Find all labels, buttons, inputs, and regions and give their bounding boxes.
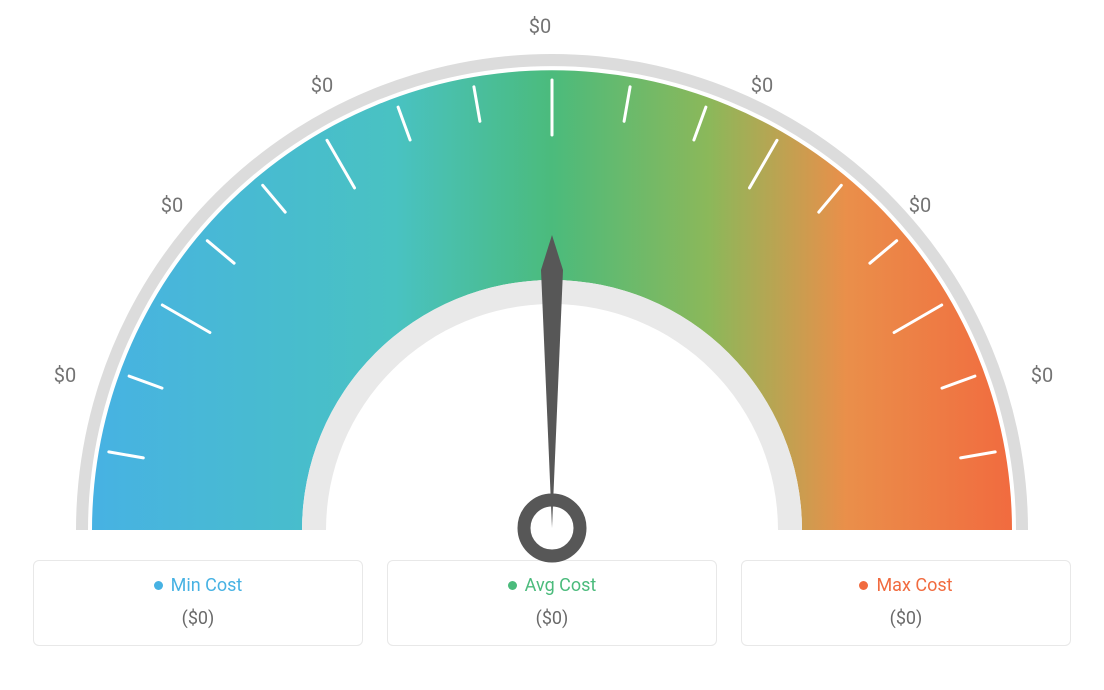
gauge-tick-label: $0 [529, 14, 551, 38]
gauge-svg [0, 0, 1104, 570]
legend-label-avg-text: Avg Cost [525, 575, 597, 596]
legend-label-min: Min Cost [46, 575, 350, 596]
legend-value-max: ($0) [754, 608, 1058, 629]
gauge-tick-label: $0 [909, 193, 931, 217]
legend-row: Min Cost ($0) Avg Cost ($0) Max Cost ($0… [0, 560, 1104, 646]
legend-card-min: Min Cost ($0) [33, 560, 363, 646]
gauge-tick-label: $0 [311, 73, 333, 97]
legend-label-avg: Avg Cost [400, 575, 704, 596]
legend-label-max: Max Cost [754, 575, 1058, 596]
gauge-tick-label: $0 [161, 193, 183, 217]
legend-value-avg: ($0) [400, 608, 704, 629]
legend-label-min-text: Min Cost [171, 575, 243, 596]
legend-value-min: ($0) [46, 608, 350, 629]
gauge-chart: $0 $0 $0 $0 $0 $0 $0 [0, 0, 1104, 560]
gauge-tick-label: $0 [751, 73, 773, 97]
legend-card-max: Max Cost ($0) [741, 560, 1071, 646]
legend-label-max-text: Max Cost [876, 575, 952, 596]
gauge-tick-label: $0 [1031, 363, 1053, 387]
gauge-chart-container: $0 $0 $0 $0 $0 $0 $0 Min Cost ($0) Avg Cost ($… [0, 0, 1104, 690]
legend-card-avg: Avg Cost ($0) [387, 560, 717, 646]
gauge-tick-label: $0 [54, 363, 76, 387]
